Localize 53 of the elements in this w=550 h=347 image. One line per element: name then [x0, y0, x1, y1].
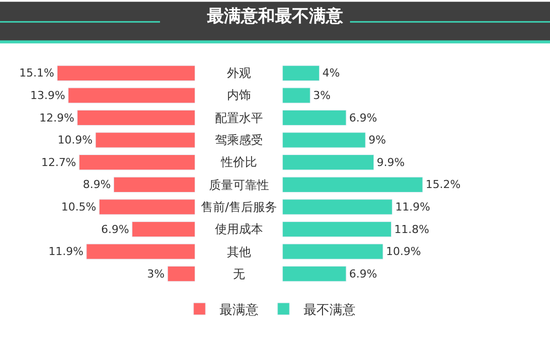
y-tick-label: 内饰: [227, 88, 251, 102]
data-label: 9.9%: [376, 156, 405, 169]
bar: [282, 132, 366, 148]
data-label: 11.9%: [48, 245, 84, 258]
bar: [282, 65, 320, 81]
data-label: 11.9%: [395, 200, 430, 214]
bar: [282, 176, 423, 192]
y-tick-label: 售前/售后服务: [201, 200, 278, 214]
y-tick-label: 其他: [227, 245, 251, 259]
bar: [68, 88, 195, 104]
text: 最满意和最不满意: [206, 6, 344, 27]
bar: [282, 110, 346, 126]
bar: [282, 154, 374, 170]
data-label: 6.9%: [101, 222, 130, 236]
bar: [78, 154, 195, 170]
bar: [57, 65, 195, 81]
y-tick-label: 使用成本: [215, 222, 263, 236]
data-label: 12.7%: [41, 156, 76, 169]
bar: [114, 176, 195, 192]
data-label: 9%: [368, 134, 386, 147]
bar: [282, 199, 392, 215]
bar: [98, 199, 195, 215]
data-label: 3%: [147, 267, 165, 280]
legend-label: 最不满意: [304, 302, 356, 318]
data-label: 12.9%: [39, 111, 74, 124]
data-label: 8.9%: [82, 178, 111, 192]
data-label: 10.9%: [386, 245, 421, 258]
y-tick-label: 驾乘感受: [215, 133, 263, 147]
bar: [282, 88, 310, 104]
y-tick-label: 无: [233, 267, 245, 281]
data-label: 4%: [322, 66, 340, 80]
data-label: 3%: [313, 88, 331, 102]
bar: [282, 244, 384, 260]
data-label: 10.5%: [61, 200, 96, 214]
bar: [167, 266, 195, 282]
y-tick-label: 性价比: [220, 155, 257, 169]
bar: [95, 132, 195, 148]
data-label: 6.9%: [349, 267, 378, 280]
data-label: 15.1%: [19, 66, 54, 80]
data-label: 11.8%: [394, 222, 430, 236]
data-label: 15.2%: [426, 178, 461, 192]
bar: [282, 221, 392, 238]
bar: [77, 110, 195, 126]
data-label: 6.9%: [349, 111, 378, 124]
legend-label: 最满意: [220, 302, 258, 318]
bar: [86, 244, 195, 260]
bar: [132, 221, 195, 238]
data-label: 10.9%: [58, 134, 93, 147]
bar: [282, 266, 346, 282]
y-tick-label: 质量可靠性: [209, 178, 269, 192]
data-label: 13.9%: [30, 88, 66, 102]
y-tick-label: 外观: [227, 66, 251, 80]
y-tick-label: 配置水平: [215, 111, 263, 125]
